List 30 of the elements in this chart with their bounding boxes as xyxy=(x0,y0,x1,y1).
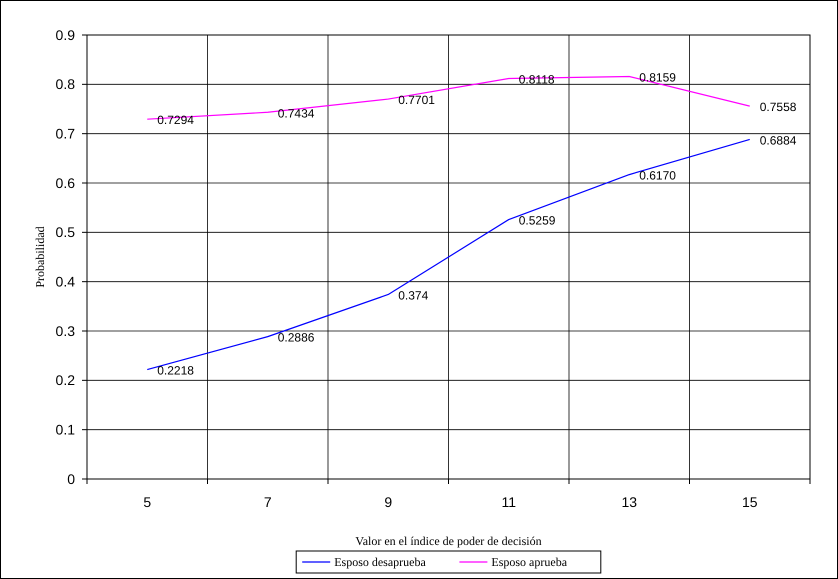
y-tick-label: 0 xyxy=(67,470,76,487)
y-axis-title: Probabilidad xyxy=(33,226,47,288)
legend-label: Esposo desaprueba xyxy=(334,555,427,569)
data-label: 0.7701 xyxy=(398,93,436,108)
y-tick-label: 0.8 xyxy=(56,76,76,92)
data-label: 0.2218 xyxy=(157,364,194,378)
x-tick-label: 15 xyxy=(742,494,758,510)
x-tick-label: 7 xyxy=(264,494,272,510)
data-label: 0.2886 xyxy=(278,330,315,345)
data-label: 0.8159 xyxy=(639,70,676,84)
data-label: 0.7434 xyxy=(278,106,315,120)
data-label: 0.6884 xyxy=(760,133,797,148)
y-tick-label: 0.1 xyxy=(56,422,76,438)
x-tick-label: 13 xyxy=(621,494,638,510)
y-tick-label: 0.2 xyxy=(56,372,76,388)
data-label: 0.374 xyxy=(398,288,429,302)
x-tick-label: 5 xyxy=(143,494,152,510)
y-tick-label: 0.9 xyxy=(56,26,76,43)
y-tick-label: 0.6 xyxy=(56,174,76,191)
x-tick-label: 9 xyxy=(384,494,392,510)
y-tick-label: 0.5 xyxy=(56,224,76,240)
data-label: 0.5259 xyxy=(518,214,556,228)
x-tick-label: 11 xyxy=(501,494,516,510)
y-tick-label: 0.4 xyxy=(56,274,76,290)
data-label: 0.6170 xyxy=(639,168,676,183)
y-tick-label: 0.7 xyxy=(56,126,76,142)
x-axis-title: Valor en el índice de poder de decisión xyxy=(355,534,542,548)
data-label: 0.7558 xyxy=(760,100,797,114)
legend-label: Esposo aprueba xyxy=(491,555,568,569)
y-tick-label: 0.3 xyxy=(56,322,76,339)
